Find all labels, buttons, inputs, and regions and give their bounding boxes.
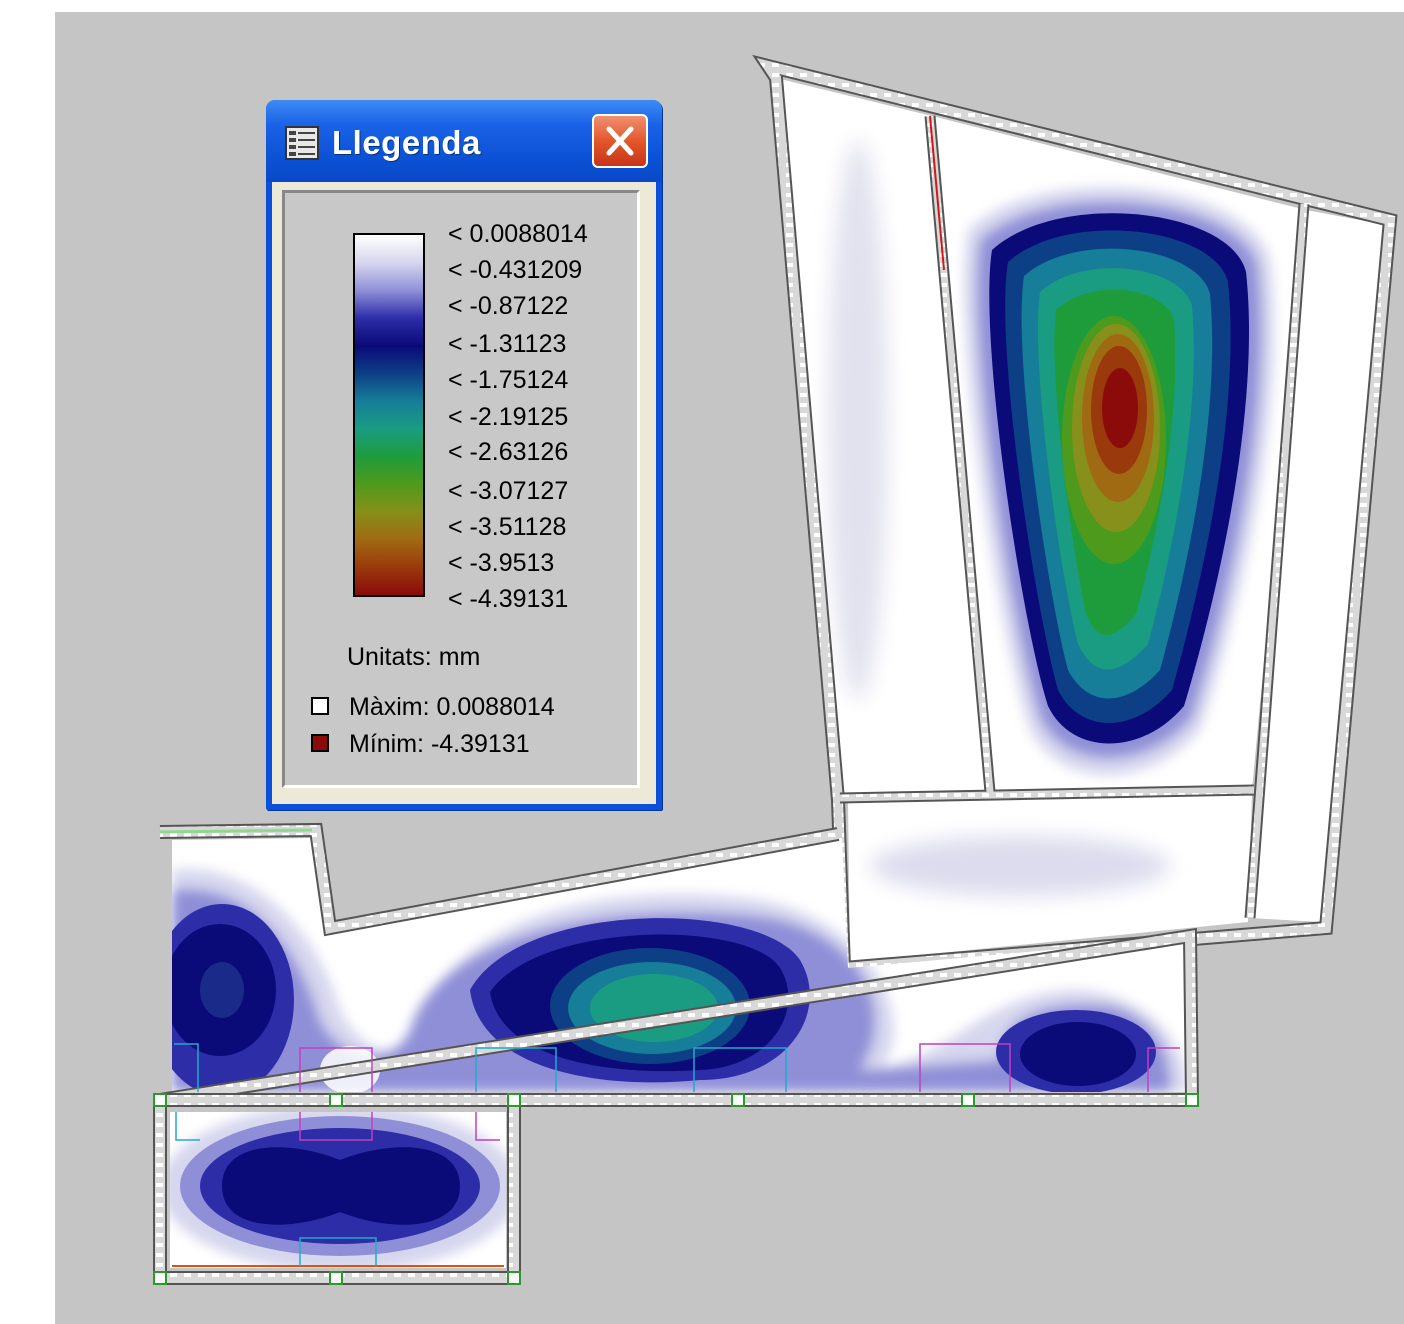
scale-label: < -3.9513 <box>448 549 555 577</box>
scale-label: < -4.39131 <box>448 585 569 613</box>
scale-label: < -3.07127 <box>448 477 569 505</box>
column-node <box>507 1093 521 1107</box>
column-node <box>731 1093 745 1107</box>
scale-label: < -0.431209 <box>448 256 583 284</box>
upper-slab-main <box>932 116 1306 792</box>
units-label: Unitats: mm <box>347 643 481 671</box>
legend-titlebar[interactable]: Llegenda <box>266 100 662 182</box>
column-node <box>961 1093 975 1107</box>
column-node <box>153 1093 167 1107</box>
legend-client-area: < 0.0088014 < -0.431209 < -0.87122 < -1.311… <box>272 182 656 804</box>
max-row: Màxim: 0.0088014 <box>311 693 555 722</box>
min-row: Mínim: -4.39131 <box>311 730 530 759</box>
scale-label: < -1.75124 <box>448 366 569 394</box>
scale-label: < -0.87122 <box>448 292 569 320</box>
column-node <box>1185 1093 1199 1107</box>
scale-label: < -1.31123 <box>448 330 567 358</box>
column-node <box>329 1271 343 1285</box>
color-scale-bar <box>353 233 425 597</box>
upper-slab-lower <box>848 792 1252 962</box>
min-swatch <box>311 734 329 753</box>
legend-panel: < 0.0088014 < -0.431209 < -0.87122 < -1.311… <box>282 190 640 788</box>
scale-label: < -2.63126 <box>448 438 569 466</box>
column-node <box>507 1271 521 1285</box>
scale-label: < 0.0088014 <box>448 220 588 248</box>
upper-slab-right <box>1250 210 1386 922</box>
column-node <box>153 1271 167 1285</box>
legend-title: Llegenda <box>332 124 481 161</box>
column-nodes[interactable] <box>153 1093 1199 1285</box>
close-button[interactable] <box>592 114 648 168</box>
max-swatch <box>311 697 329 716</box>
max-label: Màxim: <box>349 693 430 721</box>
scale-label: < -3.51128 <box>448 513 567 541</box>
legend-window[interactable]: Llegenda < 0.0088014 < -0.431209 < -0.8712… <box>266 100 662 810</box>
column-node <box>329 1093 343 1107</box>
close-x-icon <box>606 126 634 156</box>
lower-slab-main <box>172 838 1186 1092</box>
opening-outlines <box>174 1043 1180 1266</box>
min-label: Mínim: <box>349 730 424 758</box>
lower-slab-small <box>170 1112 506 1268</box>
min-value: -4.39131 <box>430 730 530 758</box>
scale-label: < -2.19125 <box>448 403 569 431</box>
max-value: 0.0088014 <box>436 693 555 721</box>
legend-list-icon <box>285 126 319 160</box>
